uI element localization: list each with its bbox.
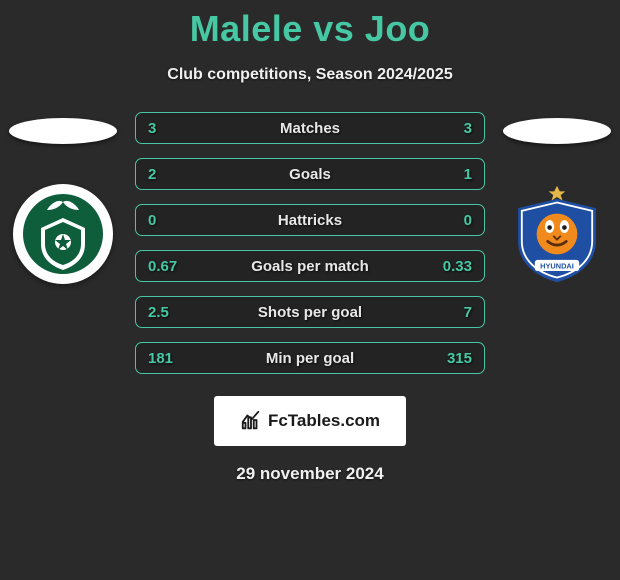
brand-badge[interactable]: FcTables.com <box>214 396 406 446</box>
player-silhouette-left <box>9 118 117 144</box>
stat-label: Goals per match <box>251 258 369 275</box>
stat-label: Goals <box>289 166 331 183</box>
date-label: 29 november 2024 <box>0 464 620 484</box>
brand-name: FcTables.com <box>268 411 380 431</box>
shield-icon <box>13 184 113 284</box>
page-title: Malele vs Joo <box>0 8 620 50</box>
stat-left-value: 3 <box>148 120 196 137</box>
stat-label: Shots per goal <box>258 304 362 321</box>
stat-left-value: 0 <box>148 212 196 229</box>
right-side: HYUNDAI <box>503 112 611 284</box>
stat-left-value: 0.67 <box>148 258 196 275</box>
stat-label: Matches <box>280 120 340 137</box>
club-badge-right: HYUNDAI <box>507 184 607 284</box>
subtitle: Club competitions, Season 2024/2025 <box>0 66 620 84</box>
left-side <box>9 112 117 284</box>
club-badge-left <box>13 184 113 284</box>
stat-row: 0.67 Goals per match 0.33 <box>135 250 485 282</box>
stat-right-value: 1 <box>424 166 472 183</box>
stat-right-value: 3 <box>424 120 472 137</box>
svg-text:HYUNDAI: HYUNDAI <box>540 261 574 270</box>
stat-right-value: 0 <box>424 212 472 229</box>
comparison-card: Malele vs Joo Club competitions, Season … <box>0 0 620 580</box>
chart-icon <box>240 410 262 432</box>
stat-row: 2 Goals 1 <box>135 158 485 190</box>
stat-row: 2.5 Shots per goal 7 <box>135 296 485 328</box>
stat-right-value: 0.33 <box>424 258 472 275</box>
stat-left-value: 181 <box>148 350 196 367</box>
stat-row: 0 Hattricks 0 <box>135 204 485 236</box>
content-area: 3 Matches 3 2 Goals 1 0 Hattricks 0 0.67… <box>0 112 620 374</box>
player-silhouette-right <box>503 118 611 144</box>
stat-row: 181 Min per goal 315 <box>135 342 485 374</box>
stat-right-value: 7 <box>424 304 472 321</box>
stat-left-value: 2.5 <box>148 304 196 321</box>
shield-icon: HYUNDAI <box>507 178 607 290</box>
stat-label: Min per goal <box>266 350 354 367</box>
stats-list: 3 Matches 3 2 Goals 1 0 Hattricks 0 0.67… <box>135 112 485 374</box>
stat-left-value: 2 <box>148 166 196 183</box>
stat-right-value: 315 <box>424 350 472 367</box>
stat-label: Hattricks <box>278 212 342 229</box>
stat-row: 3 Matches 3 <box>135 112 485 144</box>
